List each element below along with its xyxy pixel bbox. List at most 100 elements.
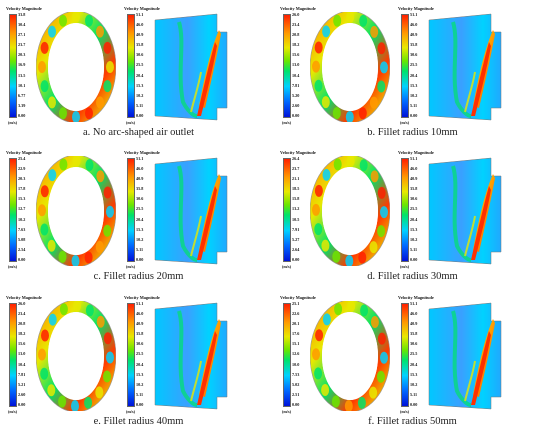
colorbar-blade	[401, 14, 409, 118]
colorbar-blade-ticks: 51.1 46.0 40.9 35.8 30.6 25.5 20.4 15.3 10.2 5.11…	[136, 156, 143, 262]
ring-velocity-contour	[36, 12, 116, 122]
tick-label: 0.00	[410, 112, 418, 118]
colorbar-blade-ticks: 51.1 46.0 40.9 35.8 30.6 25.5 20.4 15.3 10.2 5.11…	[410, 301, 417, 407]
colorbar-unit: (m/s)	[8, 264, 18, 269]
velocity-blob	[40, 223, 49, 236]
tick-label: 30.6	[136, 341, 144, 347]
tick-label: 35.8	[410, 42, 418, 48]
velocity-blob	[331, 395, 340, 408]
velocity-blob	[314, 367, 323, 380]
velocity-blob	[106, 61, 114, 73]
tick-label: 51.1	[136, 156, 144, 161]
tick-label: 15.6	[292, 52, 300, 58]
tick-label: 22.9	[18, 166, 26, 172]
velocity-blob	[334, 303, 343, 316]
ring-hole	[48, 167, 104, 255]
tick-label: 35.8	[410, 186, 418, 192]
velocity-blob	[41, 329, 49, 342]
colorbar-ring	[283, 158, 291, 262]
colorbar-blade	[127, 14, 135, 118]
panel-caption: b. Fillet radius 10mm	[367, 127, 458, 138]
velocity-blob	[314, 184, 323, 197]
velocity-blob	[38, 348, 46, 361]
tick-label: 30.6	[136, 52, 144, 58]
colorbar-ring	[283, 303, 291, 407]
tick-label: 15.3	[410, 82, 418, 88]
tick-label: 2.60	[292, 102, 300, 108]
tick-label: 25.4	[18, 156, 26, 161]
velocity-blob	[344, 400, 353, 411]
velocity-blob	[333, 14, 342, 27]
colorbar-ring	[283, 14, 291, 118]
tick-label: 0.00	[410, 256, 418, 262]
tick-label: 30.4	[18, 22, 26, 28]
tick-label: 18.5	[292, 186, 300, 192]
tick-label: 15.3	[136, 82, 144, 88]
tick-label: 18.2	[18, 331, 26, 337]
tick-label: 26.0	[292, 12, 300, 17]
colorbar-unit-blade: (m/s)	[400, 264, 410, 269]
tick-label: 15.3	[410, 226, 418, 232]
tick-label: 40.9	[410, 32, 418, 38]
velocity-blob	[370, 25, 379, 38]
tick-label: 35.8	[136, 42, 144, 48]
tick-label: 0.00	[292, 112, 300, 118]
tick-label: 0.00	[18, 112, 26, 118]
velocity-blob	[357, 396, 366, 409]
tick-label: 46.0	[410, 22, 418, 28]
panel-a: Velocity Magnitude 33.8 30.4 27.1 23.7 20.3 1…	[6, 6, 271, 150]
tick-label: 51.1	[136, 12, 144, 17]
tick-label: 35.8	[136, 331, 144, 337]
tick-label: 40.9	[136, 32, 144, 38]
tick-label: 33.8	[18, 12, 26, 17]
ring-hole	[322, 23, 378, 111]
tick-label: 7.91	[292, 226, 300, 232]
blade-velocity-contour	[428, 13, 502, 121]
colorbar-ring	[9, 14, 17, 118]
velocity-blob	[346, 12, 355, 23]
tick-label: 2.54	[18, 246, 26, 252]
velocity-blob	[48, 25, 56, 38]
velocity-blob	[380, 206, 388, 219]
ring-velocity-contour	[36, 301, 116, 411]
velocity-blob	[312, 203, 320, 216]
velocity-blob	[103, 332, 112, 345]
colorbar-title-blade: Velocity Magnitude	[124, 295, 160, 300]
colorbar-ring-ticks: 25.4 22.9 20.3 17.8 15.3 12.7 10.2 7.63 5.08 2.54…	[18, 156, 25, 262]
tick-label: 18.2	[292, 42, 300, 48]
velocity-blob	[312, 348, 320, 361]
tick-label: 5.02	[292, 381, 300, 387]
tick-label: 12.7	[18, 206, 26, 212]
tick-label: 20.1	[292, 321, 300, 327]
tick-label: 5.11	[136, 102, 144, 108]
ring-hole	[48, 23, 104, 111]
tick-label: 23.7	[292, 166, 300, 172]
velocity-blob	[40, 80, 49, 93]
velocity-blob	[59, 14, 67, 27]
velocity-blob	[59, 158, 68, 171]
tick-label: 0.00	[410, 401, 418, 407]
velocity-blob	[85, 14, 93, 27]
colorbar-blade	[127, 303, 135, 407]
velocity-blob	[377, 80, 386, 93]
velocity-blob	[48, 96, 56, 109]
velocity-blob	[84, 251, 93, 264]
tick-label: 13.0	[292, 62, 300, 68]
ring-hole	[48, 312, 104, 400]
tick-label: 10.2	[410, 381, 418, 387]
tick-label: 51.1	[136, 301, 144, 306]
tick-label: 2.64	[292, 246, 300, 252]
velocity-blob	[48, 313, 57, 326]
tick-label: 2.51	[292, 391, 300, 397]
tick-label: 0.00	[292, 256, 300, 262]
tick-label: 23.7	[18, 42, 26, 48]
tick-label: 13.0	[18, 351, 26, 357]
ring-hole	[322, 167, 378, 255]
colorbar-unit-blade: (m/s)	[126, 264, 136, 269]
tick-label: 5.11	[136, 246, 144, 252]
tick-label: 10.4	[292, 72, 300, 78]
blade-2	[197, 331, 217, 405]
velocity-blob	[314, 223, 323, 236]
velocity-blob	[380, 351, 388, 364]
velocity-blob	[103, 224, 112, 237]
